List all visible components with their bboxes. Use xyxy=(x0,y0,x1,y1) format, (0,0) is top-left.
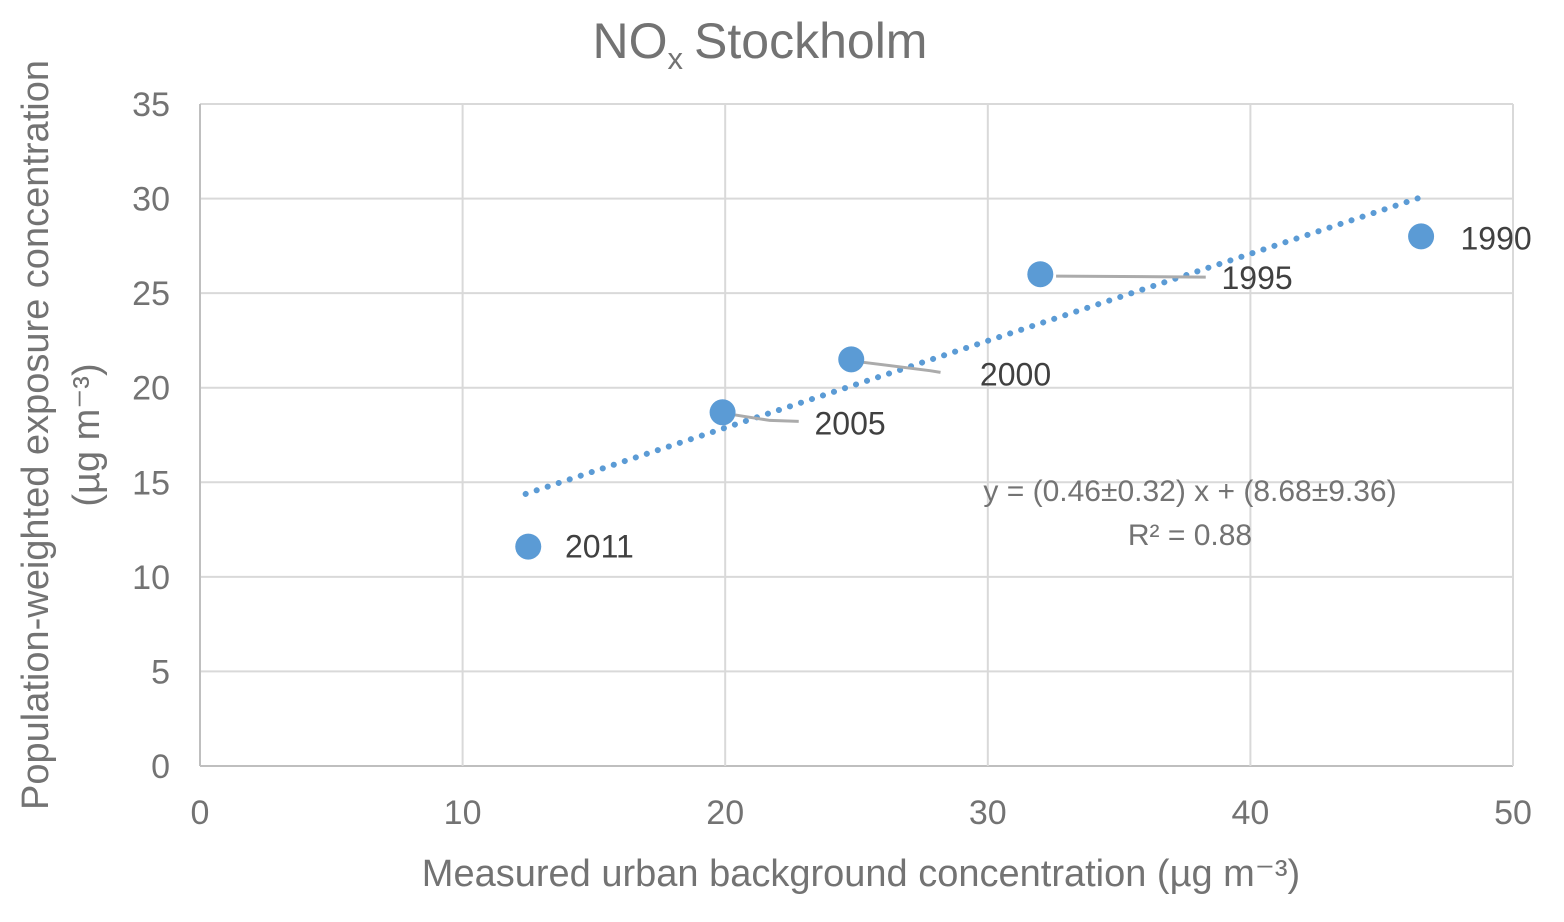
point-label-2011: 2011 xyxy=(565,529,634,565)
label-leader-line-2000 xyxy=(858,360,941,374)
data-point-1990 xyxy=(1408,223,1435,250)
chart-title-subscript: x xyxy=(667,41,684,76)
trendline-equation-line: y = (0.46±0.32) x + (8.68±9.36) xyxy=(983,475,1397,508)
chart-title-prefix: NO xyxy=(592,13,668,69)
point-label-2005: 2005 xyxy=(814,406,885,442)
y-tick-label: 5 xyxy=(151,653,170,691)
x-tick-label: 50 xyxy=(1494,794,1532,832)
y-axis-title: Population-weighted exposure concentrati… xyxy=(11,0,113,885)
trendline-equation: y = (0.46±0.32) x + (8.68±9.36) R² = 0.8… xyxy=(983,470,1396,558)
y-axis-title-line1: Population-weighted exposure concentrati… xyxy=(15,60,57,810)
trendline-r2: R² = 0.88 xyxy=(1127,519,1253,552)
data-point-2000 xyxy=(838,346,865,373)
y-tick-label: 15 xyxy=(132,464,170,502)
chart-title: NOx Stockholm xyxy=(593,12,928,88)
y-tick-label: 25 xyxy=(132,275,170,313)
x-tick-label: 0 xyxy=(191,794,210,832)
x-tick-label: 10 xyxy=(444,794,482,832)
trendline xyxy=(522,195,1422,497)
x-tick-label: 30 xyxy=(969,794,1007,832)
x-axis-title: Measured urban background concentration … xyxy=(421,853,1301,895)
x-tick-label: 20 xyxy=(706,794,744,832)
data-point-2005 xyxy=(709,399,736,426)
y-tick-label: 20 xyxy=(132,370,170,408)
label-leader-line-1995 xyxy=(1056,274,1206,279)
y-tick-label: 10 xyxy=(132,559,170,597)
y-tick-label: 0 xyxy=(151,748,170,786)
chart-title-suffix: Stockholm xyxy=(694,13,928,69)
data-point-1995 xyxy=(1027,261,1054,288)
point-label-2000: 2000 xyxy=(980,356,1051,392)
point-label-1990: 1990 xyxy=(1460,220,1531,256)
y-axis-title-line2: (µg m⁻³) xyxy=(66,363,108,507)
point-label-1995: 1995 xyxy=(1222,260,1293,296)
label-leader-line-2005 xyxy=(727,412,799,423)
x-tick-label: 40 xyxy=(1231,794,1269,832)
y-tick-label: 30 xyxy=(132,181,170,219)
y-tick-label: 35 xyxy=(132,86,170,124)
data-point-2011 xyxy=(515,533,542,560)
